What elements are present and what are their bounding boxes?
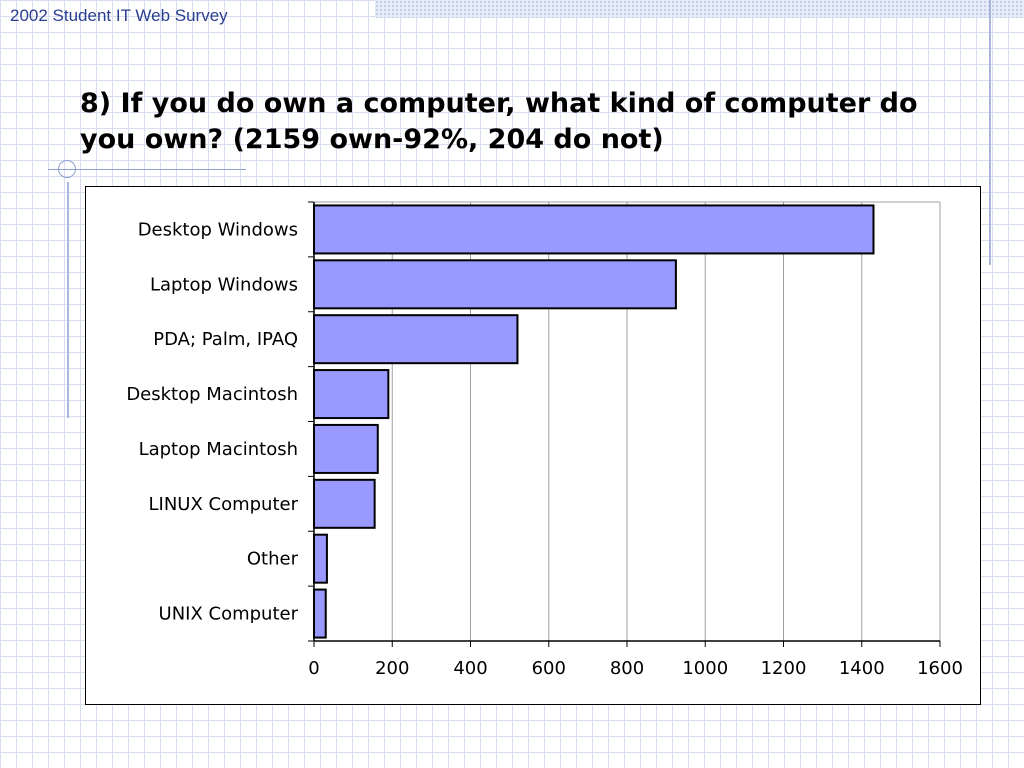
slide-title-question: 8) If you do own a computer, what kind o… (80, 88, 918, 155)
category-label: Other (247, 549, 299, 570)
bar (313, 259, 677, 310)
bar (313, 588, 327, 639)
bar (313, 423, 379, 474)
x-tick-label: 600 (532, 658, 566, 679)
header-title: 2002 Student IT Web Survey (10, 6, 228, 25)
bar (313, 369, 390, 420)
header-band (375, 0, 1024, 18)
x-tick-label: 1200 (761, 658, 807, 679)
x-tick-label: 1400 (839, 658, 885, 679)
crosshair-icon (58, 160, 76, 178)
category-label: UNIX Computer (159, 604, 299, 625)
slide-title-counts: (2159 own-92%, 204 do not) (232, 124, 664, 155)
category-label: Desktop Windows (138, 219, 298, 240)
x-tick-label: 1000 (682, 658, 728, 679)
category-label: Desktop Macintosh (126, 384, 298, 405)
category-label: Laptop Macintosh (139, 439, 298, 460)
bar (313, 478, 376, 529)
slide-title: 8) If you do own a computer, what kind o… (80, 86, 960, 158)
bar (313, 533, 328, 584)
bar (313, 204, 875, 255)
title-underline (48, 169, 246, 170)
x-tick-label: 400 (453, 658, 487, 679)
category-label: LINUX Computer (148, 494, 298, 515)
x-tick-label: 1600 (917, 658, 963, 679)
chart-frame: Desktop Windows Laptop Windows PDA; Palm, … (85, 186, 981, 705)
x-tick-label: 0 (308, 658, 319, 679)
decorative-vertical-line-left (67, 182, 69, 418)
x-tick-label: 800 (610, 658, 644, 679)
x-tick-label: 200 (375, 658, 409, 679)
decorative-vertical-line-right (989, 0, 991, 265)
bar (313, 314, 519, 365)
bar-chart: Desktop Windows Laptop Windows PDA; Palm, … (126, 201, 963, 679)
category-label: Laptop Windows (150, 274, 298, 295)
category-label: PDA; Palm, IPAQ (153, 329, 298, 350)
